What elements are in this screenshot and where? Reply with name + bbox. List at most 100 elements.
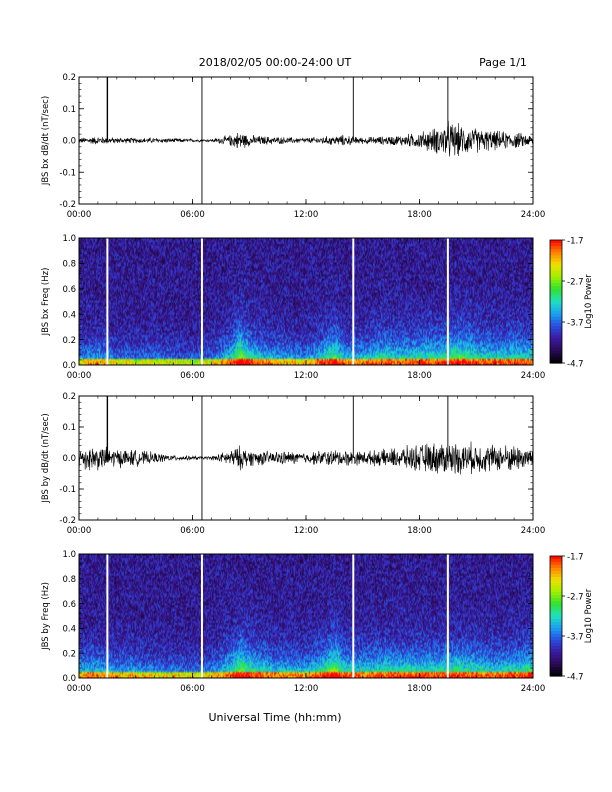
x-tick-label: 24:00 — [521, 210, 546, 220]
y-tick-label: 0.8 — [62, 260, 76, 270]
y-tick-label: 0.4 — [62, 310, 76, 320]
colorbar-tick-label: -2.7 — [567, 278, 584, 288]
colorbar-step — [550, 622, 562, 626]
colorbar-step — [550, 619, 562, 623]
x-tick-label: 18:00 — [407, 684, 432, 694]
x-tick-label: 12:00 — [294, 371, 319, 381]
y-tick-label: 0.6 — [62, 600, 76, 610]
colorbar-step — [550, 359, 562, 364]
x-tick-label: 24:00 — [521, 526, 546, 536]
x-tick-label: 12:00 — [294, 684, 319, 694]
colorbar-step — [550, 592, 562, 596]
y-tick-label: 0.0 — [62, 361, 76, 371]
colorbar-step — [550, 301, 562, 306]
colorbar-step — [550, 589, 562, 593]
x-tick-label: 12:00 — [294, 526, 319, 536]
colorbar-step — [550, 568, 562, 572]
y-axis-label: JBS bx dB/dt (nT/sec) — [41, 96, 51, 186]
colorbar-step — [550, 640, 562, 644]
y-tick-label: 0.2 — [62, 73, 76, 83]
colorbar-tick-label: -1.7 — [567, 237, 584, 247]
colorbar-step — [550, 289, 562, 293]
colorbar-step — [550, 307, 562, 312]
data-gap-line — [106, 238, 109, 365]
colorbar-step — [550, 601, 562, 605]
colorbar-label: Log10 Power — [584, 274, 594, 329]
y-tick-label: 0.0 — [62, 454, 76, 464]
x-tick-label: 24:00 — [521, 684, 546, 694]
colorbar-step — [550, 658, 562, 662]
colorbar-tick-label: -1.7 — [567, 553, 584, 563]
signal-trace — [78, 441, 534, 475]
colorbar-step — [550, 347, 562, 352]
colorbar-step — [550, 273, 562, 278]
y-tick-label: 0.2 — [62, 392, 76, 402]
colorbar-step — [550, 583, 562, 587]
x-tick-label: 06:00 — [180, 684, 205, 694]
colorbar-step — [550, 264, 562, 269]
colorbar-step — [550, 604, 562, 608]
colorbar-step — [550, 610, 562, 614]
colorbar-step — [550, 556, 562, 560]
colorbar-step — [550, 267, 562, 272]
colorbar-step — [550, 625, 562, 629]
colorbar-step — [550, 255, 562, 260]
colorbar-step — [550, 634, 562, 638]
colorbar-step — [550, 283, 562, 287]
colorbar-step — [550, 613, 562, 617]
x-tick-label: 00:00 — [67, 526, 92, 536]
colorbar-step — [550, 616, 562, 620]
colorbar-step — [550, 664, 562, 668]
colorbar: -1.7 -2.7 -3.7 -4.7 Log10 Power — [549, 237, 594, 370]
colorbar-step — [550, 595, 562, 599]
signal-trace — [78, 120, 534, 157]
colorbar-step — [550, 292, 562, 296]
colorbar-step — [550, 270, 562, 275]
colorbar-step — [550, 631, 562, 635]
colorbar-step — [550, 319, 562, 324]
colorbar-step — [550, 252, 562, 256]
data-gap-line — [106, 554, 109, 678]
y-axis-label: JBS by Freq (Hz) — [41, 582, 51, 651]
colorbar-step — [550, 562, 562, 566]
colorbar-step — [550, 667, 562, 671]
x-tick-label: 06:00 — [180, 210, 205, 220]
colorbar-step — [550, 240, 562, 244]
colorbar-step — [550, 673, 562, 677]
y-tick-label: 0.0 — [62, 674, 76, 684]
colorbar-step — [550, 577, 562, 581]
x-tick-label: 00:00 — [67, 371, 92, 381]
x-tick-label: 18:00 — [407, 371, 432, 381]
y-axis-label: JBS by dB/dt (nT/sec) — [41, 413, 51, 503]
colorbar-step — [550, 353, 562, 358]
data-gap-line — [200, 238, 203, 365]
colorbar-step — [550, 338, 562, 343]
y-tick-label: 0.1 — [62, 105, 76, 115]
colorbar-step — [550, 628, 562, 632]
colorbar-step — [550, 565, 562, 569]
colorbar-tick-label: -4.7 — [567, 673, 584, 683]
x-tick-label: 06:00 — [180, 526, 205, 536]
colorbar-step — [550, 637, 562, 641]
x-tick-label: 24:00 — [521, 371, 546, 381]
colorbar-step — [550, 598, 562, 602]
panel-1: 0.2 0.1 0.0 -0.1 -0.200:00 06:00 12:00 18:00 24:… — [41, 73, 545, 220]
y-tick-label: 0.2 — [62, 649, 76, 659]
colorbar-step — [550, 313, 562, 318]
panel-2: -1.7 -2.7 -3.7 -4.7 Log10 Power 1.0 0.8 0.6 0.4 0… — [41, 234, 594, 381]
data-gap-line — [352, 238, 355, 365]
page-indicator: Page 1/1 — [479, 56, 527, 69]
colorbar-step — [550, 571, 562, 575]
y-tick-label: -0.2 — [59, 200, 76, 210]
colorbar-frame — [549, 239, 563, 364]
colorbar-label: Log10 Power — [584, 588, 594, 643]
data-gap-line — [352, 554, 355, 678]
data-gap-line — [446, 238, 449, 365]
y-axis-label: JBS bx Freq (Hz) — [41, 268, 51, 337]
colorbar: -1.7 -2.7 -3.7 -4.7 Log10 Power — [549, 553, 594, 683]
colorbar-step — [550, 559, 562, 563]
x-tick-label: 18:00 — [407, 526, 432, 536]
y-tick-label: 0.8 — [62, 575, 76, 585]
y-tick-label: 1.0 — [62, 234, 76, 244]
